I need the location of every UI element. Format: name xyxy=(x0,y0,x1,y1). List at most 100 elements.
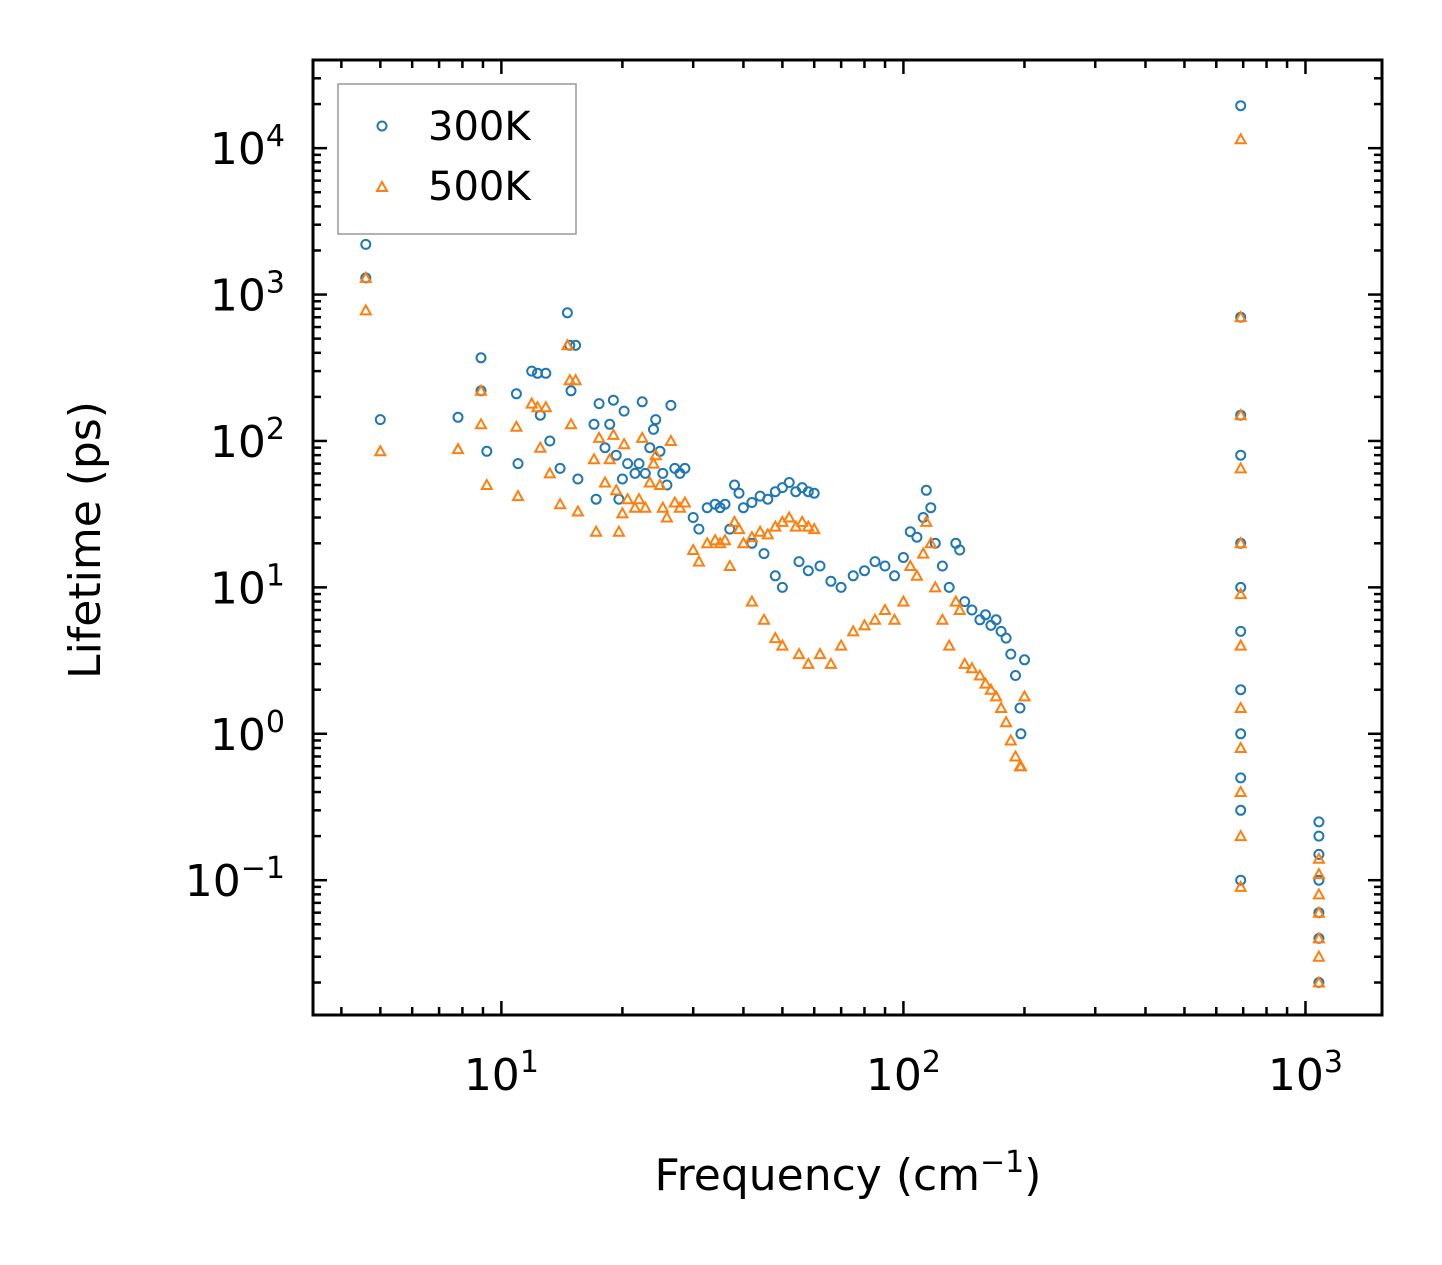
x-tick-label-base: 10 xyxy=(1268,1050,1324,1101)
data-point-500K xyxy=(887,612,902,625)
data-point-500K xyxy=(878,602,892,615)
data-point-500K xyxy=(994,700,1008,713)
data-point-500K xyxy=(628,500,642,513)
data-point-300K xyxy=(481,445,493,457)
data-point-300K xyxy=(687,512,699,523)
data-point-300K xyxy=(572,473,584,485)
legend-label-500k: 500K xyxy=(428,164,532,210)
data-point-300K xyxy=(510,388,522,400)
data-point-300K xyxy=(990,614,1002,626)
y-tick-label-base: 10 xyxy=(210,417,266,468)
data-point-300K xyxy=(1019,654,1030,666)
data-point-300K xyxy=(1015,728,1027,740)
data-point-300K xyxy=(616,473,628,485)
data-point-300K xyxy=(544,435,556,447)
data-point-300K xyxy=(762,493,774,505)
data-point-500K xyxy=(868,612,882,625)
x-tick-label-exponent: 1 xyxy=(520,1045,539,1080)
data-point-500K xyxy=(949,594,963,607)
data-point-500K xyxy=(1234,879,1248,892)
data-point-500K xyxy=(935,612,950,625)
data-point-500K xyxy=(635,430,649,443)
data-point-500K xyxy=(953,602,967,615)
data-point-500K xyxy=(632,492,646,505)
data-point-500K xyxy=(1312,975,1326,988)
data-point-300K xyxy=(565,385,577,397)
data-point-500K xyxy=(700,536,714,549)
data-point-300K xyxy=(648,423,659,435)
y-tick-label-base: 10 xyxy=(210,563,266,614)
data-point-500K xyxy=(1017,689,1032,702)
data-point-500K xyxy=(782,510,796,523)
x-axis-label-main: Frequency (cm xyxy=(655,1150,981,1201)
data-point-300K xyxy=(776,581,788,593)
data-point-300K xyxy=(665,399,677,411)
data-point-300K xyxy=(360,238,372,250)
data-point-300K xyxy=(733,487,745,499)
data-point-300K xyxy=(802,565,814,577)
data-point-500K xyxy=(686,542,700,555)
data-point-300K xyxy=(966,604,978,616)
data-point-500K xyxy=(474,383,488,396)
data-point-300K xyxy=(936,560,948,572)
data-point-500K xyxy=(1234,536,1248,549)
y-tick-label-base: 10 xyxy=(210,124,266,175)
data-point-500K xyxy=(1014,759,1028,772)
data-point-500K xyxy=(451,442,465,455)
x-tick-label-exponent: 2 xyxy=(922,1045,941,1080)
x-axis-label-superscript: −1 xyxy=(980,1145,1024,1180)
data-point-500K xyxy=(768,631,782,644)
data-point-300K xyxy=(808,487,820,499)
data-point-300K xyxy=(911,531,923,543)
data-point-300K xyxy=(1235,804,1247,816)
data-point-500K xyxy=(643,475,657,488)
data-point-500K xyxy=(509,419,524,432)
data-point-300K xyxy=(719,498,731,510)
data-point-500K xyxy=(553,497,567,510)
data-point-500K xyxy=(1312,851,1326,864)
data-point-300K xyxy=(639,467,651,479)
data-point-500K xyxy=(373,444,387,457)
data-point-300K xyxy=(644,442,656,454)
data-point-500K xyxy=(646,456,661,469)
x-axis-label-close: ) xyxy=(1024,1150,1041,1201)
data-points xyxy=(359,100,1326,988)
data-point-500K xyxy=(638,500,652,513)
data-point-300K xyxy=(657,467,669,479)
data-point-300K xyxy=(679,462,691,474)
data-point-500K xyxy=(678,495,692,508)
data-point-300K xyxy=(920,484,932,496)
data-point-500K xyxy=(723,558,737,571)
data-point-500K xyxy=(753,524,767,537)
data-point-500K xyxy=(615,506,630,519)
data-point-300K xyxy=(1235,728,1247,740)
data-point-300K xyxy=(1000,632,1012,644)
data-point-500K xyxy=(775,638,790,651)
legend-marker-500k xyxy=(375,179,389,192)
data-point-300K xyxy=(802,486,814,498)
data-point-300K xyxy=(974,614,986,626)
data-point-500K xyxy=(1234,740,1248,753)
data-point-500K xyxy=(727,514,742,527)
data-point-300K xyxy=(897,552,909,563)
data-point-500K xyxy=(761,527,775,540)
data-point-300K xyxy=(1010,670,1021,681)
data-point-500K xyxy=(801,656,815,669)
data-point-500K xyxy=(656,500,670,513)
data-point-500K xyxy=(958,656,972,669)
data-point-500K xyxy=(1234,310,1248,323)
data-point-500K xyxy=(359,270,373,283)
x-tick-label-base: 10 xyxy=(866,1050,922,1101)
data-point-500K xyxy=(480,477,494,490)
data-point-500K xyxy=(592,430,606,443)
data-point-500K xyxy=(713,536,727,549)
y-tick-label: 101 xyxy=(210,558,285,614)
data-point-300K xyxy=(776,482,788,494)
data-point-500K xyxy=(989,689,1003,702)
data-point-300K xyxy=(475,352,487,364)
data-point-300K xyxy=(943,581,955,593)
data-point-500K xyxy=(664,433,678,446)
y-tick-label-exponent: −1 xyxy=(241,851,285,886)
data-point-300K xyxy=(610,449,622,461)
